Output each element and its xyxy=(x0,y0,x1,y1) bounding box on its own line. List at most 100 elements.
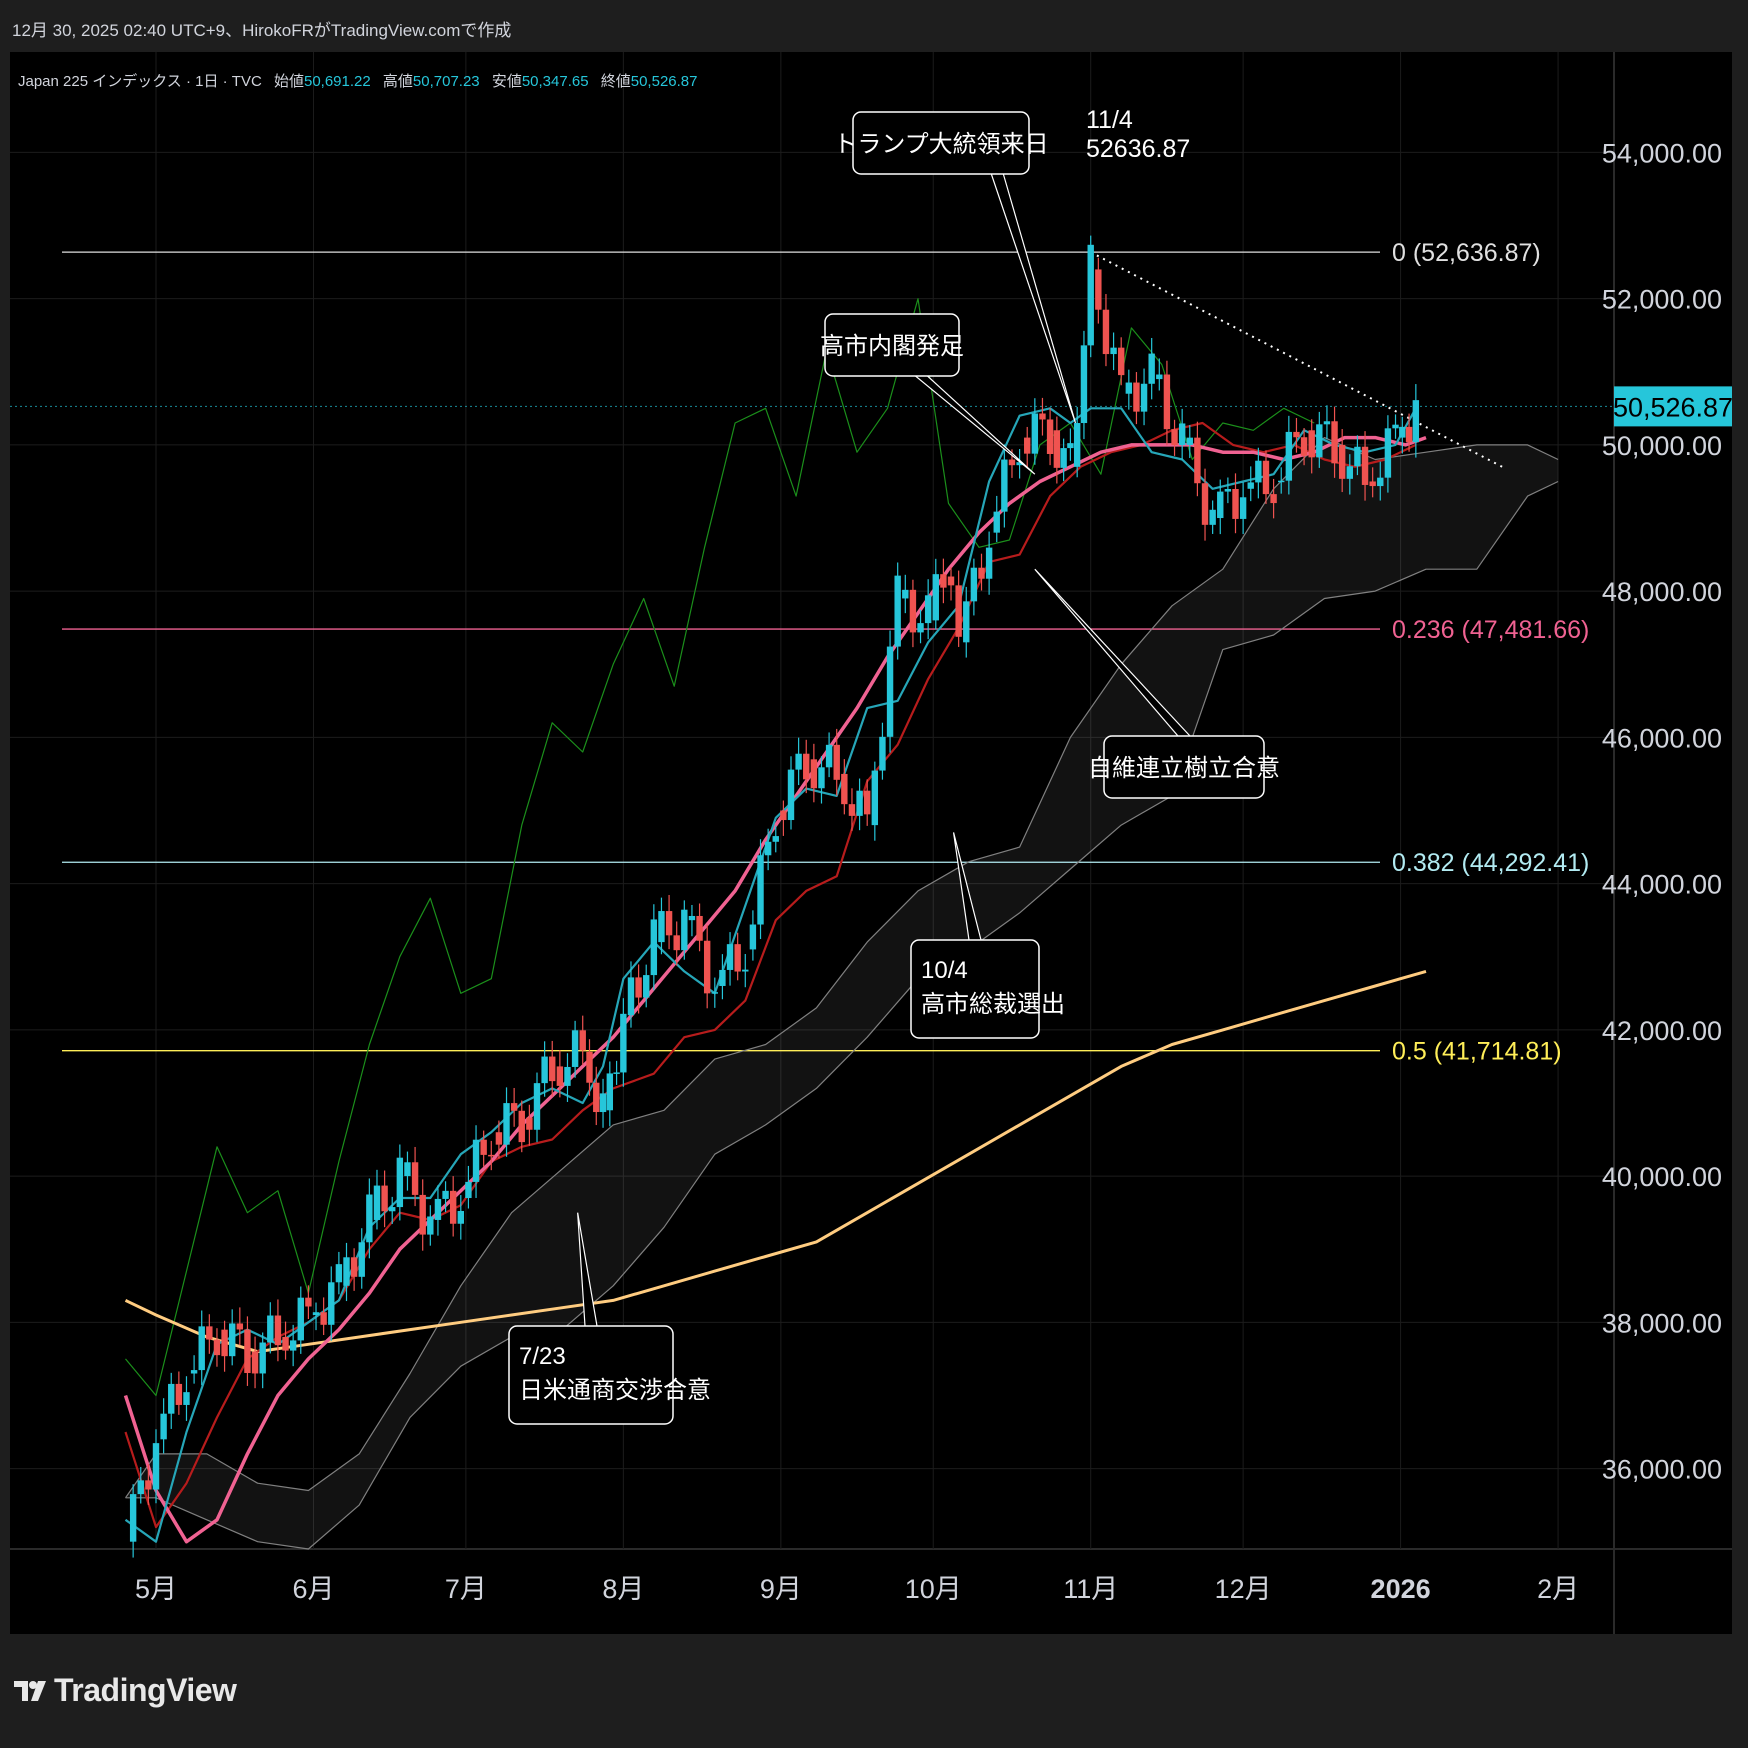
candle-body xyxy=(599,1093,607,1113)
candle-body xyxy=(726,944,734,970)
candle-body xyxy=(1148,353,1155,384)
candle-body xyxy=(541,1056,548,1084)
candle-body xyxy=(556,1066,564,1086)
open-label: 始値 xyxy=(274,73,304,90)
candle-body xyxy=(825,744,833,768)
high-label: 高値 xyxy=(383,73,413,90)
y-tick-label: 50,000.00 xyxy=(1602,431,1722,461)
event-name: 日米通商交渉合意 xyxy=(519,1377,711,1404)
candle-body xyxy=(320,1312,327,1325)
candle-body xyxy=(1087,244,1094,346)
event-pointer xyxy=(915,375,1036,475)
candle-body xyxy=(1316,424,1323,458)
candle-body xyxy=(328,1282,335,1325)
candle-body xyxy=(1377,477,1384,487)
event-pointer xyxy=(952,832,982,941)
candle-body xyxy=(1392,424,1399,429)
time-axis[interactable]: 5月 6月 7月 8月 9月 10月 11月 12月 2026 2月 xyxy=(135,1574,1579,1604)
symbol-name: Japan 225 インデックス · 1日 · TVC 始値50,691.22 … xyxy=(18,72,697,90)
event-box xyxy=(852,111,1030,175)
candle-body xyxy=(549,1056,556,1082)
candle-body xyxy=(442,1190,449,1199)
candle-body xyxy=(1361,446,1369,485)
event-box xyxy=(910,939,1040,1039)
candle-body xyxy=(924,595,932,624)
trend-line xyxy=(1090,251,1503,468)
candle-body xyxy=(1024,437,1031,454)
candle-body xyxy=(1300,437,1308,456)
tradingview-brand[interactable]: TradingView xyxy=(12,1672,237,1709)
candle-body xyxy=(1031,413,1039,454)
candle-body xyxy=(350,1257,358,1277)
x-tick-label: 11月 xyxy=(1063,1574,1118,1604)
candle-body xyxy=(358,1242,365,1277)
candle-body xyxy=(1369,481,1376,487)
candle-body xyxy=(381,1185,388,1212)
fib-level-label: 0.5 (41,714.81) xyxy=(1392,1038,1562,1066)
candle-body xyxy=(335,1264,343,1283)
candle-body xyxy=(190,1370,198,1374)
event-pointer xyxy=(1034,568,1191,737)
candle-body xyxy=(137,1480,144,1495)
tradingview-logo-icon xyxy=(14,1680,46,1701)
y-tick-label: 48,000.00 xyxy=(1602,577,1722,607)
candle-body xyxy=(1163,374,1171,430)
candle-body xyxy=(909,589,917,633)
low-value: 50,347.65 xyxy=(522,73,589,90)
candle-body xyxy=(932,574,939,621)
candle-body xyxy=(803,753,810,780)
candle-body xyxy=(940,574,947,588)
low-label: 安値 xyxy=(492,73,522,90)
price-axis[interactable]: 54,000.00 52,000.00 50,000.00 48,000.00 46,0… xyxy=(1602,138,1733,1485)
candle-body xyxy=(160,1413,167,1440)
candle-body xyxy=(1080,345,1088,424)
grid-lines xyxy=(10,52,1732,1634)
candle-body xyxy=(1073,423,1081,467)
candle-body xyxy=(1239,497,1247,519)
high-annotation-date: 11/4 xyxy=(1086,106,1133,134)
y-tick-label: 36,000.00 xyxy=(1602,1455,1722,1485)
cloud-fill xyxy=(125,437,1559,1550)
candle-body xyxy=(526,1117,533,1130)
candle-body xyxy=(373,1185,381,1220)
candle-body xyxy=(1399,426,1406,438)
candle-body xyxy=(586,1051,593,1083)
y-tick-label: 42,000.00 xyxy=(1602,1016,1722,1046)
candle-body xyxy=(1224,489,1232,492)
x-tick-label: 7月 xyxy=(445,1574,487,1604)
price-chart[interactable]: 0 (52,636.87) 0.236 (47,481.66) 0.382 (44,… xyxy=(10,52,1733,1634)
candle-body xyxy=(795,753,802,770)
candle-body xyxy=(719,969,726,986)
candle-body xyxy=(244,1329,251,1374)
candle-body xyxy=(236,1323,244,1330)
candle-body xyxy=(465,1181,472,1199)
candle-body xyxy=(305,1297,312,1307)
candle-body xyxy=(404,1162,411,1177)
candle-body xyxy=(1178,423,1186,446)
candle-body xyxy=(681,909,688,951)
candle-body xyxy=(579,1030,586,1051)
candle-body xyxy=(206,1326,213,1340)
event-box xyxy=(1103,735,1265,799)
candle-body xyxy=(818,767,825,789)
candle-body xyxy=(152,1443,160,1490)
candle-body xyxy=(419,1194,426,1235)
candle-body xyxy=(711,992,718,994)
candle-body xyxy=(848,804,856,816)
y-tick-label: 38,000.00 xyxy=(1602,1308,1722,1338)
event-pointer xyxy=(577,1212,598,1327)
chart-area[interactable]: 0 (52,636.87) 0.236 (47,481.66) 0.382 (44,… xyxy=(10,52,1733,1634)
candle-body xyxy=(1067,443,1074,449)
event-date: 7/23 xyxy=(519,1343,566,1370)
candle-body xyxy=(963,601,970,643)
candle-body xyxy=(389,1207,396,1212)
candle-body xyxy=(643,975,650,998)
chart-caption: 12月 30, 2025 02:40 UTC+9、HirokoFRがTradin… xyxy=(12,21,512,40)
candle-body xyxy=(658,911,665,943)
candle-body xyxy=(1308,430,1315,458)
candle-body xyxy=(533,1083,541,1130)
candle-body xyxy=(613,1072,620,1074)
candle-body xyxy=(1255,460,1262,483)
candle-body xyxy=(1412,400,1420,443)
